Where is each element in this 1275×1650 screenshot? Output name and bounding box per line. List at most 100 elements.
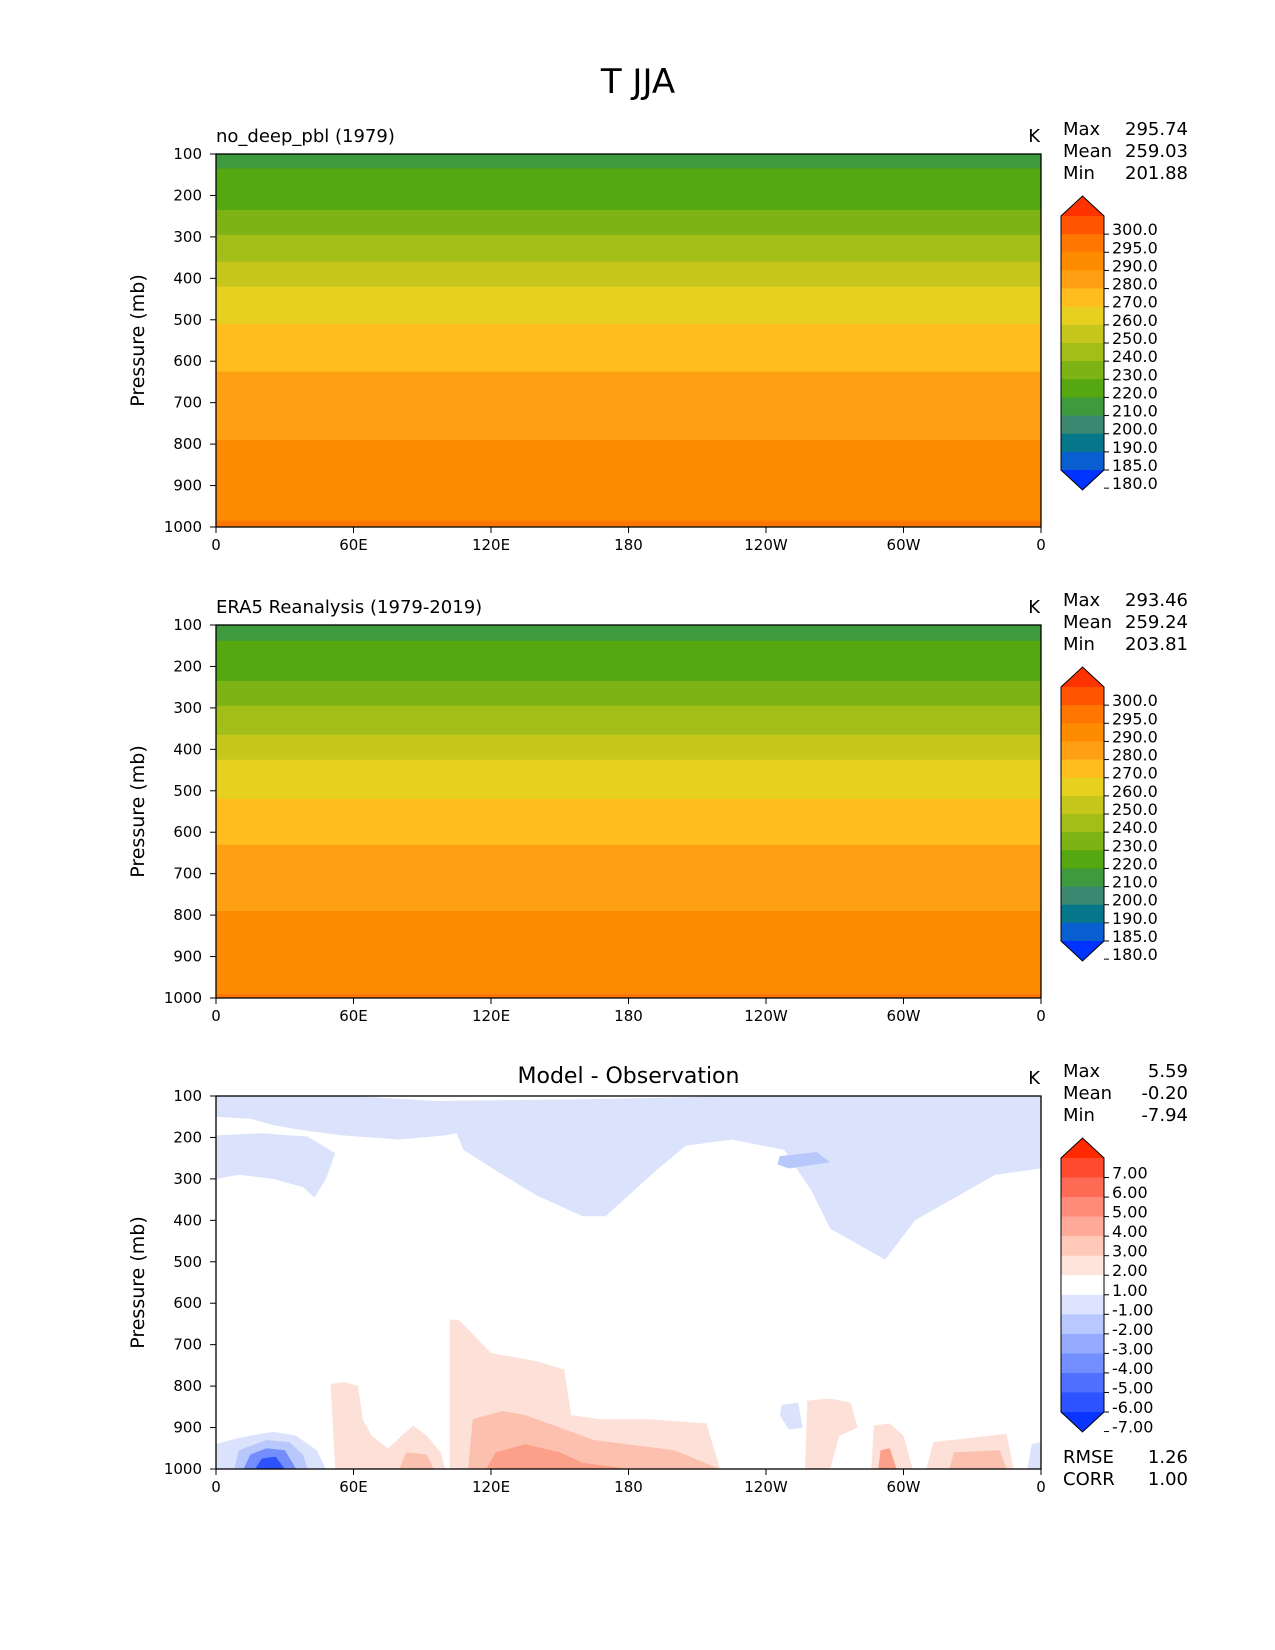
x-tick-label: 0 — [211, 536, 221, 554]
stat-name: Max — [1063, 119, 1101, 140]
contour-band — [216, 154, 1041, 169]
stat-name: Min — [1063, 163, 1095, 184]
stat-value: 1.26 — [1148, 1447, 1188, 1468]
colorbar-label: 240.0 — [1112, 347, 1158, 366]
colorbar-label: 185.0 — [1112, 456, 1158, 475]
panels: 0 60E 120E 180 120W 60W 0 100 200 300 400 500 600 700… — [127, 119, 1188, 1496]
colorbar-segment — [1061, 216, 1104, 235]
colorbar-label: 220.0 — [1112, 854, 1158, 873]
colorbar-label: 5.00 — [1112, 1203, 1148, 1222]
colorbar-segment — [1061, 850, 1104, 869]
y-tick-label: 900 — [173, 477, 202, 495]
colorbar-label: 3.00 — [1112, 1242, 1148, 1261]
y-tick-label: 700 — [173, 394, 202, 412]
y-tick-label: 200 — [173, 186, 202, 204]
x-tick-label: 120E — [472, 1007, 510, 1025]
colorbar-label: 185.0 — [1112, 927, 1158, 946]
colorbar-label: 300.0 — [1112, 691, 1158, 710]
y-tick-label: 400 — [173, 1211, 202, 1229]
contour-region — [399, 1452, 434, 1469]
contour-region — [949, 1450, 1007, 1469]
colorbar-extend-bottom — [1061, 941, 1104, 961]
colorbar-segment — [1061, 1216, 1104, 1237]
colorbar-segment — [1061, 1294, 1104, 1315]
x-tick-label: 120E — [472, 1478, 510, 1496]
colorbar-segment — [1061, 1353, 1104, 1374]
colorbar-segment — [1061, 886, 1104, 906]
stat-value: 295.74 — [1125, 119, 1188, 140]
contour-region — [1027, 1442, 1041, 1469]
colorbar-label: 210.0 — [1112, 873, 1158, 892]
colorbar-label: 6.00 — [1112, 1183, 1148, 1202]
stat-value: 259.03 — [1125, 141, 1188, 162]
contour-region — [216, 1133, 336, 1198]
colorbar-extend-top — [1061, 196, 1104, 216]
units-label: K — [1028, 597, 1041, 618]
y-tick-label: 700 — [173, 1336, 202, 1354]
y-tick-label: 300 — [173, 1170, 202, 1188]
contour-region — [255, 1456, 285, 1469]
y-tick-label: 800 — [173, 435, 202, 453]
colorbar-label: 250.0 — [1112, 800, 1158, 819]
stat-name: Max — [1063, 590, 1101, 611]
colorbar-label: 280.0 — [1112, 746, 1158, 765]
colorbar-segment — [1061, 1236, 1104, 1257]
contour-region — [878, 1448, 897, 1469]
colorbar-label: 2.00 — [1112, 1261, 1148, 1280]
colorbar-segment — [1061, 397, 1104, 417]
colorbar-label: 200.0 — [1112, 891, 1158, 910]
colorbar-label: -2.00 — [1112, 1320, 1153, 1339]
colorbar-segment — [1061, 759, 1104, 779]
colorbar-segment — [1061, 1255, 1104, 1276]
y-tick-label: 900 — [173, 948, 202, 966]
y-tick-label: 200 — [173, 657, 202, 675]
panel-0: 0 60E 120E 180 120W 60W 0 100 200 300 400 500 600 700… — [127, 119, 1188, 554]
colorbar-label: -5.00 — [1112, 1378, 1153, 1397]
colorbar-label: -6.00 — [1112, 1398, 1153, 1417]
stat-value: 1.00 — [1148, 1469, 1188, 1490]
x-tick-label: 60E — [339, 1007, 368, 1025]
colorbar-label: 220.0 — [1112, 383, 1158, 402]
colorbar-label: 295.0 — [1112, 709, 1158, 728]
y-tick-label: 100 — [173, 145, 202, 163]
stat-name: Mean — [1063, 141, 1112, 162]
y-tick-label: 1000 — [164, 1460, 202, 1478]
colorbar-segment — [1061, 922, 1104, 942]
colorbar-extend-top — [1061, 667, 1104, 687]
y-tick-label: 100 — [173, 1087, 202, 1105]
stat-value: -0.20 — [1141, 1083, 1188, 1104]
colorbar-label: 260.0 — [1112, 782, 1158, 801]
colorbar-segment — [1061, 252, 1104, 271]
stat-value: -7.94 — [1141, 1105, 1188, 1126]
y-tick-label: 800 — [173, 906, 202, 924]
colorbar-segment — [1061, 306, 1104, 326]
stat-name: RMSE — [1063, 1447, 1114, 1468]
x-tick-label: 120W — [744, 1007, 788, 1025]
stat-name: Mean — [1063, 612, 1112, 633]
x-tick-label: 60W — [887, 1007, 921, 1025]
y-tick-label: 200 — [173, 1128, 202, 1146]
colorbar-label: 190.0 — [1112, 909, 1158, 928]
x-tick-label: 60E — [339, 1478, 368, 1496]
colorbar-label: 210.0 — [1112, 402, 1158, 421]
colorbar-extend-bottom — [1061, 470, 1104, 490]
colorbar-label: 290.0 — [1112, 256, 1158, 275]
colorbar-segment — [1061, 415, 1104, 435]
units-label: K — [1028, 126, 1041, 147]
y-axis-label: Pressure (mb) — [127, 1216, 149, 1349]
colorbar-label: 270.0 — [1112, 764, 1158, 783]
colorbar-extend-bottom — [1061, 1412, 1104, 1432]
y-tick-label: 500 — [173, 1253, 202, 1271]
colorbar-segment — [1061, 379, 1104, 398]
y-tick-label: 600 — [173, 352, 202, 370]
x-tick-label: 0 — [211, 1007, 221, 1025]
colorbar-segment — [1061, 777, 1104, 797]
colorbar-segment — [1061, 1392, 1104, 1413]
colorbar-segment — [1061, 433, 1104, 453]
y-axis-label: Pressure (mb) — [127, 274, 149, 407]
colorbar-label: -4.00 — [1112, 1359, 1153, 1378]
x-tick-label: 0 — [211, 1478, 221, 1496]
colorbar-segment — [1061, 234, 1104, 253]
panel-title: no_deep_pbl (1979) — [216, 126, 395, 147]
colorbar-segment — [1061, 1177, 1104, 1198]
